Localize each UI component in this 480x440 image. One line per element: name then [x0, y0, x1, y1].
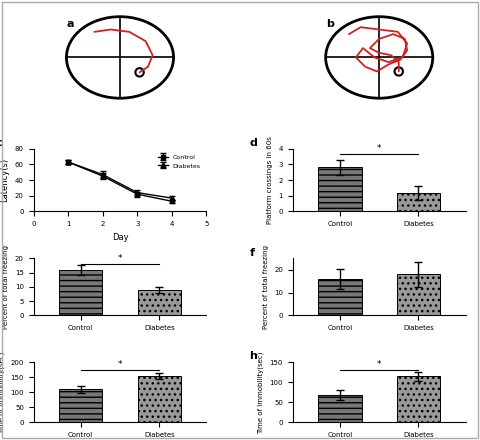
Text: *: * — [377, 144, 382, 154]
Bar — [138, 290, 181, 315]
Text: *: * — [118, 254, 122, 263]
Y-axis label: Latency(s): Latency(s) — [0, 158, 9, 202]
Bar — [397, 377, 440, 422]
Y-axis label: Percent of total freezing: Percent of total freezing — [3, 245, 9, 329]
Y-axis label: Time of immobility(sec): Time of immobility(sec) — [0, 351, 5, 434]
Y-axis label: Percent of total freezing: Percent of total freezing — [263, 245, 268, 329]
Text: f: f — [250, 248, 254, 257]
Text: a: a — [66, 19, 74, 29]
Y-axis label: Time of immobility(sec): Time of immobility(sec) — [258, 351, 264, 434]
Bar — [59, 270, 102, 315]
Bar — [318, 279, 361, 315]
Bar — [397, 193, 440, 212]
Legend: Control, Diabetes: Control, Diabetes — [156, 152, 203, 171]
Text: *: * — [377, 360, 382, 369]
Text: d: d — [250, 138, 257, 147]
Bar — [59, 389, 102, 422]
Bar — [318, 395, 361, 422]
Text: *: * — [118, 360, 122, 369]
Text: h: h — [250, 352, 257, 361]
Bar — [397, 275, 440, 315]
Bar — [318, 168, 361, 212]
Y-axis label: Platform crossings in 60s: Platform crossings in 60s — [267, 136, 273, 224]
Text: b: b — [325, 19, 334, 29]
Text: c: c — [0, 138, 2, 147]
X-axis label: Day: Day — [112, 233, 128, 242]
Bar — [138, 376, 181, 422]
